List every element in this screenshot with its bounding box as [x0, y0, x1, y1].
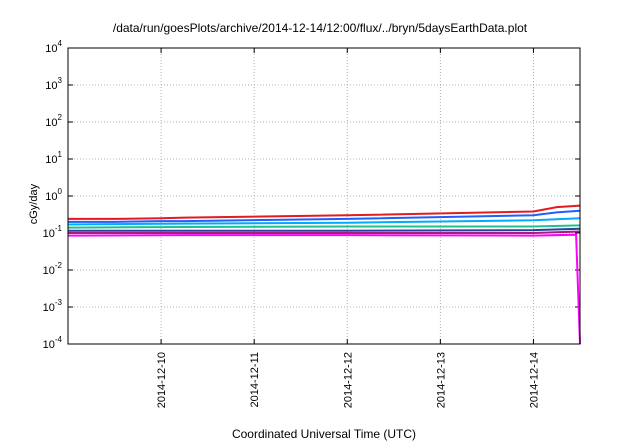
y-tick-label: 103 [45, 76, 62, 92]
x-tick-label: 2014-12-14 [528, 352, 540, 408]
x-tick-label: 2014-12-11 [249, 352, 261, 407]
series-line [67, 224, 581, 229]
y-tick-label: 10-3 [43, 298, 63, 314]
plot-frame [67, 47, 581, 345]
x-tick-label: 2014-12-13 [435, 352, 447, 408]
y-tick-label: 100 [45, 187, 62, 203]
y-tick-label: 101 [45, 150, 62, 166]
y-tick-label: 10-1 [43, 224, 63, 240]
series-line [67, 217, 581, 226]
series-line [67, 233, 581, 345]
y-tick-label: 10-2 [43, 261, 63, 277]
x-axis-label: Coordinated Universal Time (UTC) [231, 427, 417, 441]
y-tick-label: 102 [45, 113, 62, 129]
x-tick-label: 2014-12-12 [342, 352, 354, 408]
chart-title: /data/run/goesPlots/archive/2014-12-14/1… [112, 21, 528, 35]
series-line [68, 204, 581, 220]
x-tick-label: 2014-12-10 [156, 352, 168, 408]
series-line [68, 209, 581, 223]
series-line [68, 227, 581, 232]
y-tick-label: 104 [45, 39, 62, 55]
y-axis-label: cGy/day [28, 183, 40, 225]
series-line [68, 230, 581, 234]
y-tick-label: 10-4 [43, 335, 63, 351]
